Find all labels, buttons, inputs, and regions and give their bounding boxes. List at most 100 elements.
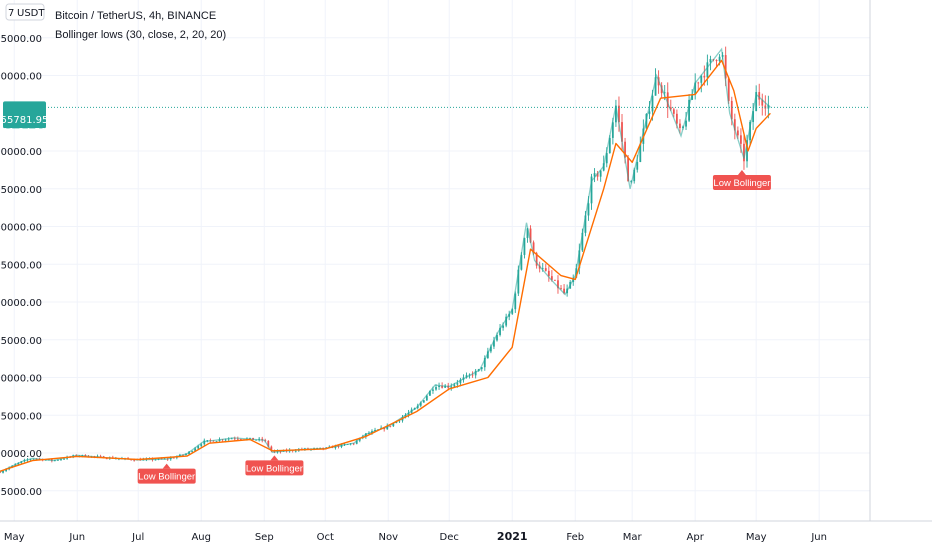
candle-body — [706, 62, 709, 78]
candle-body — [694, 82, 697, 95]
candle-body — [505, 316, 508, 326]
candle-body — [249, 437, 251, 439]
y-tick-label: 50000.00 — [0, 147, 42, 158]
candle-body — [392, 423, 395, 427]
x-tick-label: May — [746, 532, 767, 543]
candle-body — [197, 446, 200, 449]
candle-body — [651, 95, 654, 112]
x-tick-label: Feb — [566, 532, 584, 543]
x-tick-label: Jul — [131, 532, 144, 543]
candle-body — [233, 438, 236, 440]
candle-body — [700, 76, 703, 83]
candle-body — [191, 451, 193, 452]
candle-body — [474, 370, 477, 376]
candle-body — [398, 420, 401, 422]
candle-body — [736, 130, 739, 136]
label-text: Low Bollinger — [246, 463, 303, 474]
candle-body — [599, 170, 602, 177]
annotations: Low Bollinger Low Bollinger Low Bollinger — [137, 169, 771, 484]
candle-body — [355, 440, 358, 444]
bar-countdown: 01:34:59 — [2, 127, 47, 138]
candle-body — [648, 111, 651, 114]
candle-body — [425, 395, 428, 401]
label-text: Low Bollinger — [713, 178, 770, 189]
candle-body — [499, 327, 501, 335]
candle-body — [727, 78, 730, 101]
candle-body — [639, 143, 642, 162]
x-tick-label: Dec — [440, 532, 459, 543]
y-tick-label: 30000.00 — [0, 298, 42, 309]
candle-body — [105, 458, 108, 460]
candle-body — [60, 459, 62, 460]
indicator-title[interactable]: Bollinger lows (30, close, 2, 20, 20) — [55, 29, 226, 41]
candle-body — [267, 440, 270, 447]
candle-body — [654, 77, 657, 96]
candle-body — [480, 367, 483, 370]
label-pointer — [270, 455, 279, 461]
candle-body — [5, 469, 7, 471]
candle-body — [29, 459, 32, 460]
candle-body — [502, 325, 504, 328]
candle-body — [435, 387, 437, 390]
x-tick-label: Apr — [687, 532, 705, 543]
label-text: Low Bollinger — [138, 472, 195, 483]
label-box — [712, 174, 771, 190]
y-tick-label: 25000.00 — [0, 336, 42, 347]
x-tick-label: Mar — [623, 532, 643, 543]
candle-body — [633, 169, 636, 182]
candle-body — [224, 439, 227, 441]
currency-badge[interactable]: 7 USDT — [5, 3, 45, 21]
y-tick-label: 5000.00 — [1, 487, 42, 498]
label-box — [137, 468, 196, 484]
candle-body — [740, 135, 742, 144]
chart-grid — [0, 0, 870, 521]
candle-body — [465, 375, 468, 378]
candle-body — [172, 457, 175, 459]
candle-body — [364, 433, 367, 437]
candle-body — [663, 92, 666, 94]
y-tick-label: 60000.00 — [0, 72, 42, 83]
candle-body — [581, 232, 584, 251]
candle-body — [578, 250, 581, 269]
candle-body — [618, 105, 620, 123]
symbol-title[interactable]: Bitcoin / TetherUS, 4h, BINANCE — [55, 10, 216, 22]
candle-body — [669, 107, 672, 110]
candle-body — [749, 122, 751, 141]
candle-body — [557, 280, 559, 289]
candle-body — [730, 100, 733, 120]
x-tick-label: Sep — [255, 532, 274, 543]
candle-body — [611, 122, 614, 138]
candle-body — [526, 228, 529, 238]
candle-body — [758, 92, 761, 100]
low-bollinger-label: Low Bollinger — [712, 169, 771, 190]
price-axis[interactable]: 65000.00 60000.00 50000.00 45000.00 40000.00… — [0, 34, 42, 498]
candle-body — [624, 141, 626, 158]
candle-body — [2, 470, 4, 473]
time-axis[interactable]: May Jun Jul Aug Sep Oct Nov Dec 2021 Feb Mar Apr May… — [4, 530, 827, 543]
candle-body — [587, 203, 590, 216]
candle-body — [718, 56, 721, 62]
candle-body — [471, 374, 474, 376]
candle-body — [529, 228, 532, 243]
candle-body — [456, 383, 459, 385]
candle-body — [584, 215, 587, 233]
candle-body — [57, 459, 59, 461]
candle-body — [438, 385, 440, 388]
candle-body — [532, 242, 535, 254]
last-price-label: 55781.95 01:34:59 — [1, 101, 49, 138]
candle-body — [453, 384, 456, 387]
price-series-line — [0, 47, 771, 473]
y-tick-label: 15000.00 — [0, 411, 42, 422]
y-tick-label: 45000.00 — [0, 185, 42, 196]
candle-body — [215, 441, 218, 442]
candle-body — [755, 92, 758, 112]
label-pointer — [162, 463, 171, 469]
candle-body — [627, 157, 630, 182]
candle-body — [544, 268, 547, 271]
candle-body — [672, 109, 675, 114]
candle-body — [32, 458, 35, 460]
last-price-value: 55781.95 — [1, 115, 49, 126]
candle-body — [63, 458, 65, 460]
candle-body — [212, 440, 215, 442]
